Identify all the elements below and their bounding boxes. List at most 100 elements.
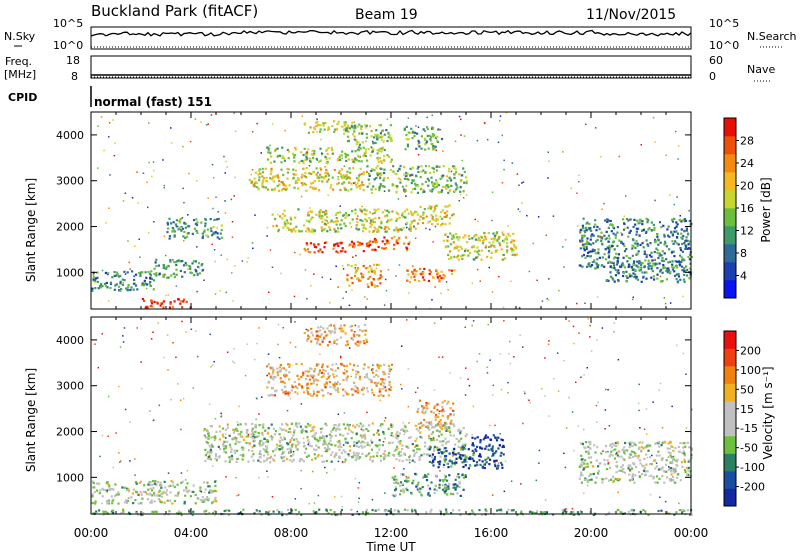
scatter-cell: [672, 250, 675, 253]
scatter-cell: [237, 423, 240, 426]
scatter-cell: [272, 370, 275, 373]
scatter-cell: [607, 234, 610, 237]
scatter-cell: [458, 236, 461, 239]
scatter-cell: [411, 179, 414, 182]
scatter-cell: [615, 445, 618, 448]
scatter-cell: [633, 264, 636, 267]
scatter-cell: [443, 460, 446, 463]
scatter-cell: [272, 427, 276, 430]
scatter-cell: [257, 459, 260, 462]
scatter-cell: [689, 267, 692, 270]
scatter-cell: [673, 471, 676, 474]
scatter-cell: [670, 218, 674, 221]
noise-cell: [600, 238, 602, 240]
scatter-cell: [284, 184, 287, 187]
scatter-cell: [270, 423, 273, 426]
scatter-cell: [132, 288, 135, 291]
scatter-cell: [603, 463, 606, 466]
scatter-cell: [373, 263, 376, 266]
noise-cell: [306, 298, 308, 300]
date-label: 11/Nov/2015: [586, 7, 676, 23]
scatter-cell: [673, 481, 676, 484]
scatter-cell: [377, 228, 380, 231]
noise-cell: [325, 162, 327, 164]
scatter-cell: [645, 463, 648, 466]
noise-cell: [231, 221, 234, 223]
scatter-cell: [622, 264, 625, 267]
scatter-cell: [213, 489, 216, 492]
scatter-cell: [589, 473, 592, 476]
noise-cell: [139, 256, 141, 258]
scatter-cell: [286, 448, 289, 451]
scatter-cell: [270, 167, 273, 170]
scatter-cell: [156, 302, 159, 305]
scatter-cell: [248, 442, 251, 445]
scatter-cell: [278, 154, 282, 157]
scatter-cell: [269, 375, 272, 378]
scatter-cell: [610, 450, 613, 453]
scatter-cell: [325, 334, 328, 337]
scatter-cell: [637, 456, 640, 459]
scatter-cell: [325, 149, 328, 152]
scatter-cell: [373, 248, 376, 251]
scatter-cell: [301, 387, 304, 390]
scatter-cell: [383, 148, 386, 152]
scatter-cell: [139, 480, 143, 483]
scatter-cell: [629, 464, 632, 467]
scatter-cell: [127, 283, 130, 286]
scatter-cell: [266, 386, 269, 389]
scatter-cell: [440, 217, 444, 221]
scatter-cell: [425, 401, 428, 405]
scatter-cell: [292, 173, 295, 176]
scatter-cell: [649, 444, 652, 447]
scatter-cell: [162, 300, 165, 303]
scatter-cell: [378, 443, 381, 446]
noise-cell: [476, 268, 479, 271]
scatter-cell: [453, 190, 457, 193]
scatter-cell: [309, 218, 312, 221]
noise-cell: [667, 456, 670, 458]
scatter-cell: [350, 508, 353, 511]
scatter-cell: [506, 242, 509, 245]
scatter-cell: [145, 283, 148, 286]
noise-cell: [580, 376, 582, 378]
scatter-cell: [374, 444, 377, 447]
scatter-cell: [313, 229, 316, 232]
scatter-cell: [308, 336, 311, 339]
scatter-cell: [173, 230, 176, 233]
scatter-cell: [335, 363, 338, 366]
scatter-cell: [223, 509, 226, 513]
noise-cell: [499, 433, 501, 435]
scatter-cell: [380, 383, 383, 386]
scatter-cell: [675, 236, 679, 239]
scatter-cell: [278, 189, 281, 192]
scatter-cell: [380, 147, 383, 150]
scatter-cell: [247, 460, 250, 463]
scatter-cell: [386, 220, 389, 224]
scatter-cell: [437, 466, 440, 469]
scatter-cell: [383, 247, 386, 250]
noise-cell: [354, 268, 357, 271]
scatter-cell: [155, 483, 158, 487]
scatter-cell: [638, 269, 641, 272]
scatter-cell: [467, 234, 470, 238]
scatter-cell: [261, 167, 264, 170]
scatter-cell: [291, 152, 294, 155]
scatter-cell: [625, 270, 628, 273]
colorbar-tick-label: 4: [740, 270, 747, 283]
scatter-cell: [635, 233, 638, 236]
scatter-cell: [489, 438, 492, 441]
scatter-cell: [338, 455, 341, 458]
noise-cell: [227, 424, 229, 426]
freq-unit: [MHz]: [4, 68, 36, 81]
scatter-cell: [295, 225, 298, 228]
scatter-cell: [660, 259, 664, 262]
scatter-cell: [363, 153, 366, 156]
noise-cell: [290, 451, 292, 453]
scatter-cell: [274, 390, 277, 393]
scatter-cell: [657, 450, 660, 453]
scatter-cell: [597, 252, 600, 255]
scatter-cell: [319, 124, 322, 127]
scatter-cell: [498, 444, 501, 447]
scatter-cell: [641, 223, 644, 226]
